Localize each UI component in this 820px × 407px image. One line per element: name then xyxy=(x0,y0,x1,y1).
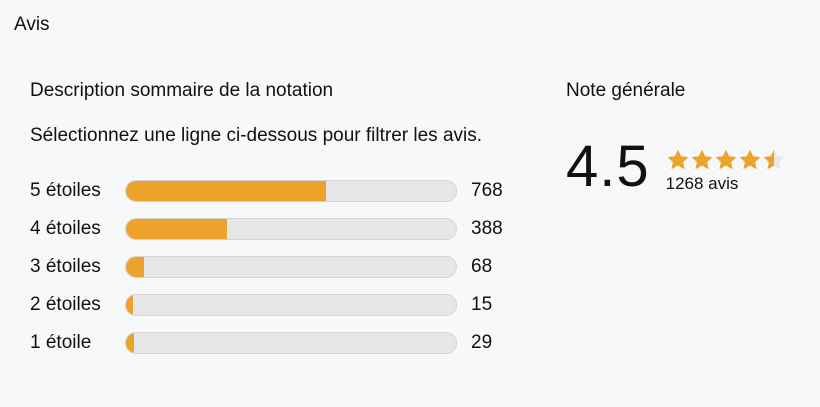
overall-rating-heading: Note générale xyxy=(566,80,686,101)
rating-row-label: 2 étoiles xyxy=(30,294,101,315)
reviews-count: 1268 avis xyxy=(665,174,739,193)
rating-row-count: 29 xyxy=(471,332,493,353)
rating-row-4-star[interactable]: 4 étoiles 388 xyxy=(30,218,520,240)
rating-row-2-star[interactable]: 2 étoiles 15 xyxy=(30,294,520,316)
rating-row-label: 1 étoile xyxy=(30,332,92,353)
rating-row-count: 15 xyxy=(471,294,493,315)
reviews-panel: Avis Description sommaire de la notation… xyxy=(14,14,806,370)
rating-bar-fill xyxy=(126,295,133,315)
rating-row-count: 68 xyxy=(471,256,493,277)
rating-bar-track xyxy=(125,256,457,278)
rating-summary-heading: Description sommaire de la notation xyxy=(30,80,334,101)
rating-bar-track xyxy=(125,218,457,240)
page-title: Avis xyxy=(14,14,50,35)
rating-row-5-star[interactable]: 5 étoiles 768 xyxy=(30,180,520,202)
star-icon xyxy=(715,149,737,170)
overall-rating-value: 4.5 xyxy=(566,134,650,199)
rating-bar-track xyxy=(125,332,457,354)
overall-rating-section: Note générale 4.5 1268 avis xyxy=(566,80,786,370)
rating-bar-fill xyxy=(126,181,326,201)
star-icon xyxy=(667,149,689,170)
rating-bar-track xyxy=(125,294,457,316)
rating-row-label: 4 étoiles xyxy=(30,218,101,239)
filter-instruction-text: Sélectionnez une ligne ci-dessous pour f… xyxy=(30,125,483,146)
rating-bar-fill xyxy=(126,333,134,353)
star-rating-icons xyxy=(666,148,786,172)
overall-rating-row: 4.5 1268 avis xyxy=(566,138,786,196)
rating-summary-section: Description sommaire de la notation Séle… xyxy=(30,80,520,370)
rating-row-1-star[interactable]: 1 étoile 29 xyxy=(30,332,520,354)
star-icon xyxy=(763,149,785,170)
reviews-content: Description sommaire de la notation Séle… xyxy=(30,80,806,370)
rating-row-label: 3 étoiles xyxy=(30,256,101,277)
rating-row-count: 768 xyxy=(471,180,503,201)
rating-bar-fill xyxy=(126,257,144,277)
rating-bar-track xyxy=(125,180,457,202)
ratings-table: 5 étoiles 768 4 étoiles 388 3 étoiles 68 2 éto… xyxy=(30,180,520,354)
rating-row-label: 5 étoiles xyxy=(30,180,101,201)
star-icon xyxy=(691,149,713,170)
rating-row-3-star[interactable]: 3 étoiles 68 xyxy=(30,256,520,278)
star-icon xyxy=(739,149,761,170)
rating-bar-fill xyxy=(126,219,227,239)
stars-block: 1268 avis xyxy=(666,148,786,196)
rating-row-count: 388 xyxy=(471,218,503,239)
